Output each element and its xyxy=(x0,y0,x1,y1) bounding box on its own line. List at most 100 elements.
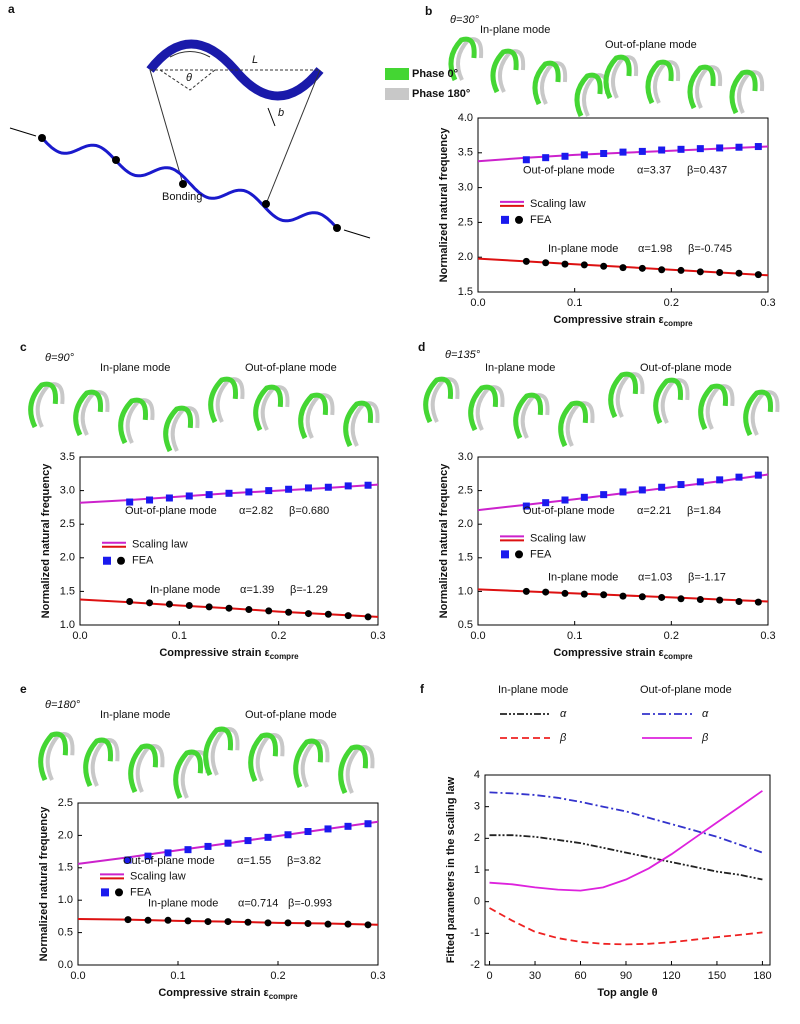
fea-point xyxy=(245,606,253,614)
annotation-alpha: α=2.82 xyxy=(239,505,273,517)
x-tick-label: 0.1 xyxy=(567,297,582,309)
coil-phase-0 xyxy=(645,59,674,105)
coil-phase-0 xyxy=(448,36,477,82)
fea-point xyxy=(580,590,588,598)
coil-phase-0 xyxy=(729,69,758,115)
mode-label: Out-of-plane mode xyxy=(245,709,337,721)
coil-phase-0 xyxy=(128,743,159,794)
coil-phase-0 xyxy=(298,392,329,440)
y-tick-label: 3 xyxy=(474,801,480,813)
phase-legend-label: Phase 0° xyxy=(412,68,458,80)
coil-phase-180 xyxy=(305,393,335,439)
fea-point xyxy=(600,149,608,157)
x-tick-label: 0.2 xyxy=(664,630,679,642)
y-tick-label: 4 xyxy=(474,769,480,781)
fea-point xyxy=(522,502,530,510)
x-axis-label: Compressive strain εcompre xyxy=(553,314,693,328)
fea-point xyxy=(542,499,550,507)
y-tick-label: -1 xyxy=(470,927,480,939)
y-tick-label: 3.0 xyxy=(60,485,75,497)
fea-point xyxy=(600,591,608,599)
fea-point xyxy=(285,608,293,616)
thickness-label: b xyxy=(278,107,284,119)
fea-point xyxy=(638,486,646,494)
y-tick-label: 3.0 xyxy=(458,451,473,463)
angle-arc xyxy=(169,51,211,58)
x-tick-label: 0.3 xyxy=(760,297,775,309)
annotation-beta: β=-1.29 xyxy=(290,584,328,596)
x-tick-label: 0 xyxy=(486,970,492,982)
bond-point xyxy=(38,134,46,142)
fea-point xyxy=(754,471,762,479)
fea-point xyxy=(580,261,588,269)
fea-point xyxy=(265,607,273,615)
legend-marker xyxy=(101,888,109,897)
coil-phase-180 xyxy=(90,738,120,787)
fea-point xyxy=(324,825,332,833)
x-axis-label-sub: compre xyxy=(664,319,693,328)
y-tick-label: 1.0 xyxy=(458,585,473,597)
fea-point xyxy=(619,592,627,600)
fea-point xyxy=(542,154,550,162)
legend-label: Scaling law xyxy=(132,539,188,551)
annotation-beta: β=1.84 xyxy=(687,505,721,517)
coil-phase-0 xyxy=(28,381,59,429)
legend-group-title: Out-of-plane mode xyxy=(640,684,732,696)
fea-point xyxy=(696,478,704,486)
fea-point xyxy=(619,148,627,156)
fea-point xyxy=(619,264,627,272)
fea-point xyxy=(285,485,293,493)
y-tick-label: 1.5 xyxy=(58,862,73,874)
fea-point xyxy=(658,146,666,154)
legend-marker xyxy=(501,550,509,559)
fea-point xyxy=(164,916,172,924)
coil-phase-0 xyxy=(558,400,589,448)
coil-phase-180 xyxy=(455,37,484,81)
plot-frame xyxy=(477,456,769,626)
y-tick-label: 2.5 xyxy=(60,518,75,530)
bond-point xyxy=(262,200,270,208)
coil-phase-0 xyxy=(253,384,284,432)
y-tick-label: 1 xyxy=(474,864,480,876)
fea-point xyxy=(185,602,193,610)
annotation-mode: In-plane mode xyxy=(548,571,618,583)
panel-label: b xyxy=(425,4,432,18)
fea-point xyxy=(344,920,352,928)
coil-phase-180 xyxy=(35,382,65,428)
fea-point xyxy=(677,481,685,489)
coil-phase-0 xyxy=(698,383,729,431)
annotation-alpha: α=1.03 xyxy=(638,571,672,583)
phase-legend-label: Phase 180° xyxy=(412,88,470,100)
mode-label: In-plane mode xyxy=(100,709,170,721)
fea-point xyxy=(344,482,352,490)
annotation-mode: Out-of-plane mode xyxy=(125,505,217,517)
fea-point xyxy=(344,822,352,830)
fea-point xyxy=(204,918,212,926)
fea-point xyxy=(735,473,743,481)
coil-phase-0 xyxy=(513,392,544,440)
coil-phase-0 xyxy=(173,749,204,800)
annotation-alpha: α=1.55 xyxy=(237,855,271,867)
annotation-beta: β=3.82 xyxy=(287,855,321,867)
fea-point xyxy=(754,598,762,606)
fea-point xyxy=(265,487,273,495)
y-tick-label: 2.0 xyxy=(60,552,75,564)
fea-point xyxy=(144,852,152,860)
force-arrow xyxy=(9,127,37,137)
coil-phase-180 xyxy=(345,745,375,794)
phase-legend-swatch xyxy=(385,88,409,100)
x-tick-label: 90 xyxy=(620,970,632,982)
fea-point xyxy=(522,156,530,164)
legend-label: Scaling law xyxy=(530,532,586,544)
coil-phase-180 xyxy=(610,55,639,99)
y-tick-label: 2.5 xyxy=(58,797,73,809)
y-tick-label: 2.0 xyxy=(58,829,73,841)
mode-label: In-plane mode xyxy=(485,362,555,374)
x-axis-label-sub: compre xyxy=(270,652,299,661)
coil-phase-180 xyxy=(210,727,240,776)
fea-point xyxy=(304,828,312,836)
x-tick-label: 30 xyxy=(529,970,541,982)
fea-point xyxy=(696,595,704,603)
fea-point xyxy=(658,483,666,491)
coil-phase-180 xyxy=(615,372,645,418)
